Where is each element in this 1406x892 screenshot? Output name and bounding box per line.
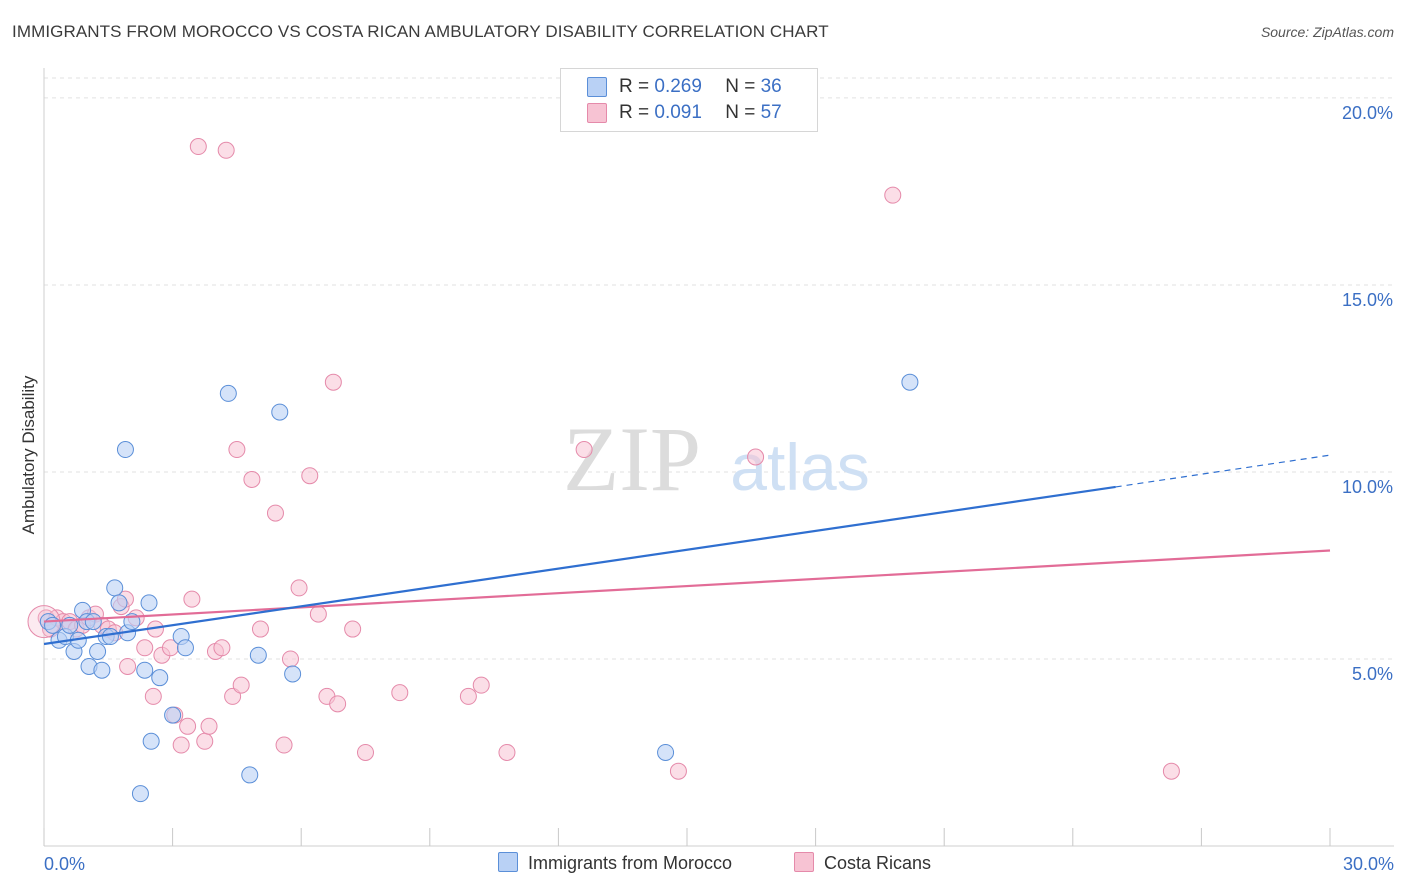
bottom-legend-swatch-pink — [794, 852, 814, 872]
y-tick-label: 20.0% — [1342, 103, 1393, 123]
costa-ricans-point — [228, 441, 246, 459]
costa-ricans-point — [196, 732, 214, 750]
costa-ricans-point — [179, 717, 197, 735]
costa-ricans-point — [213, 639, 231, 657]
legend-r-label: R = — [619, 102, 655, 123]
costa-ricans-point — [344, 620, 362, 638]
x-tick-label: 30.0% — [1343, 854, 1394, 874]
legend-n-value: 57 — [760, 102, 782, 123]
morocco-point — [89, 643, 107, 660]
morocco-trend-extension — [1115, 454, 1331, 488]
costa-ricans-point — [200, 717, 218, 735]
costa-ricans-point — [189, 138, 207, 156]
legend-n-label: N = — [725, 76, 761, 97]
costa-ricans-point — [266, 504, 284, 522]
grid-lines — [44, 77, 1394, 660]
costa-ricans-point — [301, 467, 319, 485]
x-tick-label: 0.0% — [44, 854, 85, 874]
costa-ricans-point — [309, 605, 327, 623]
y-axis-title: Ambulatory Disability — [19, 375, 38, 534]
costa-ricans-point — [669, 762, 687, 780]
costa-ricans-point — [459, 687, 477, 705]
morocco-point — [271, 403, 289, 421]
morocco-point — [164, 706, 182, 724]
legend-swatch-blue — [587, 77, 607, 97]
costa-ricans-point — [357, 743, 374, 761]
costa-ricans-point — [290, 579, 308, 597]
legend-row-costa-ricans: R = 0.091 N = 57 — [587, 102, 782, 126]
morocco-point — [249, 646, 267, 664]
morocco-point — [110, 594, 128, 612]
costa-ricans-point — [391, 684, 409, 702]
morocco-point — [241, 766, 259, 784]
watermark-atlas: atlas — [730, 430, 869, 504]
morocco-point — [131, 785, 149, 803]
morocco-point — [142, 732, 160, 750]
source-label: Source: ZipAtlas.com — [1260, 24, 1394, 40]
bottom-legend-label: Costa Ricans — [824, 853, 932, 873]
legend-r-value: 0.091 — [654, 102, 702, 123]
costa-ricans-point — [281, 650, 299, 668]
costa-ricans-point — [884, 186, 902, 204]
chart-title: IMMIGRANTS FROM MOROCCO VS COSTA RICAN A… — [12, 22, 829, 41]
watermark: ZIP atlas — [563, 408, 870, 510]
morocco-point — [101, 628, 119, 646]
costa-ricans-point — [243, 470, 261, 488]
bottom-legend-label: Immigrants from Morocco — [528, 853, 733, 873]
costa-ricans-point — [498, 743, 516, 761]
costa-ricans-point — [232, 676, 250, 694]
watermark-zip: ZIP — [563, 408, 701, 510]
costa-ricans-point — [224, 687, 242, 705]
legend-row-morocco: R = 0.269 N = 36 — [587, 76, 782, 100]
costa-ricans-point — [275, 736, 293, 754]
costa-ricans-point — [329, 695, 347, 713]
trend-lines — [43, 454, 1331, 646]
costa-ricans-point — [172, 736, 190, 754]
costa-ricans-point — [1162, 762, 1180, 780]
costa-ricans-point — [144, 687, 162, 705]
morocco-point — [106, 579, 124, 597]
costa-ricans-trend-line — [43, 549, 1331, 623]
costa-ricans-point — [119, 657, 137, 675]
legend-swatch-pink — [587, 103, 607, 123]
morocco-point — [176, 639, 194, 657]
morocco-point — [93, 661, 111, 679]
axes — [43, 68, 1394, 847]
y-tick-label: 10.0% — [1342, 477, 1393, 497]
morocco-point — [657, 743, 675, 761]
bottom-legend-swatch-blue — [498, 852, 518, 872]
bottom-legend-morocco: Immigrants from Morocco — [498, 852, 732, 874]
morocco-point — [901, 373, 919, 391]
morocco-point — [140, 594, 158, 612]
morocco-point — [219, 384, 237, 402]
morocco-point — [84, 613, 102, 631]
correlation-legend: R = 0.269 N = 36 R = 0.091 N = 57 — [560, 68, 818, 132]
legend-r-label: R = — [619, 76, 655, 97]
costa-ricans-point — [136, 639, 154, 657]
costa-ricans-point — [575, 441, 593, 459]
morocco-points — [39, 373, 919, 803]
y-tick-label: 15.0% — [1342, 290, 1393, 310]
morocco-point — [284, 665, 302, 683]
costa-ricans-point — [183, 590, 201, 608]
legend-n-value: 36 — [760, 76, 782, 97]
morocco-point — [136, 661, 154, 679]
bottom-legend-costa-ricans: Costa Ricans — [794, 852, 931, 874]
costa-ricans-point — [217, 141, 235, 159]
y-tick-label: 5.0% — [1352, 664, 1393, 684]
costa-ricans-point — [747, 448, 765, 466]
legend-n-label: N = — [725, 102, 761, 123]
morocco-trend-line — [43, 485, 1116, 646]
morocco-point — [116, 441, 134, 459]
costa-ricans-point — [251, 620, 269, 638]
legend-r-value: 0.269 — [654, 76, 702, 97]
tick-labels: 5.0% 10.0% 15.0% 20.0% 0.0% 30.0% — [44, 103, 1394, 874]
costa-ricans-point — [472, 676, 490, 694]
costa-ricans-point — [324, 373, 342, 391]
morocco-point — [151, 669, 169, 687]
